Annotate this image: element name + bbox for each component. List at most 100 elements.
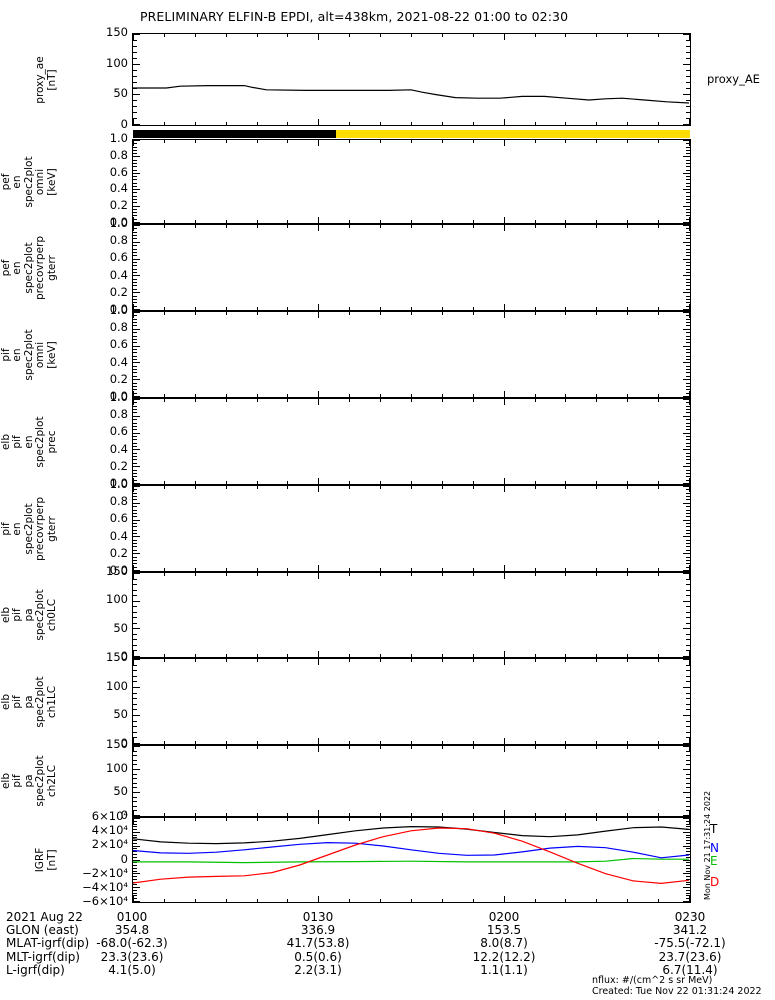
panel-plotarea-igrf [133,818,690,902]
ytick-label: 0.6 [109,337,128,351]
panel-plotarea-elb-pif-pa-spec2plot-ch2lc [133,746,690,816]
axis-label-line: spec2plot [34,755,46,807]
ytick-label: 150 [106,737,128,751]
axis-label-line: precovrperp [34,235,46,300]
ytick-label: 0.8 [109,494,128,508]
bottom-col0-glon: 354.8 [114,923,150,938]
panel-elb-pef-en-spec2plot-precovrperp-gterr [132,224,691,311]
trace-D [133,827,690,885]
axis-label-line: spec2plot [22,328,35,381]
axis-label-line: spec2plot [22,502,35,555]
ytick-label: 100 [106,592,128,606]
panel-plotarea-elb-pef-en-spec2plot-omni [133,140,690,223]
axis-label-line: IGRF [34,847,46,873]
ytick-label: 150 [106,25,128,39]
bottom-col0-mlat: -68.0(-62.3) [96,936,168,951]
ytick-label: 100 [106,679,128,693]
ytick-label: 50 [113,621,128,635]
ytick-label: 0.2 [109,198,128,212]
axis-label-line: spec2plot [22,241,35,294]
ytick-label: 0 [120,808,128,822]
ytick-label: 0.2 [109,372,128,386]
bottom-row-label: MLAT-igrf(dip) [6,936,90,951]
footer-nflux: nflux: #/(cm^2 s sr MeV) [592,975,713,986]
axis-label-line: pa [22,694,35,709]
axis-label-line: [nT] [45,849,58,871]
footer-created: Created: Tue Nov 22 01:31:24 2022 [592,986,762,997]
panel-plotarea-elb-pif-pa-spec2plot-ch0lc [133,573,690,657]
axis-label-line: ch1LC [45,685,58,718]
igrf-legend-D: D [710,875,720,889]
bottom-col0-mlt: 23.3(23.6) [100,949,164,964]
axis-label-line: spec2plot [22,155,35,208]
panel-elb-pef-en-spec2plot-omni [132,139,691,224]
ytick-label: 0.0 [109,389,128,403]
axis-label-line: pif [11,434,23,449]
axis-label-line: precovrperp [34,496,46,561]
ytick-label: 0.0 [109,215,128,229]
ytick-label: −4×10⁴ [82,880,128,894]
panel-plotarea-proxy-ae [133,34,690,125]
ytick-label: 2×10⁴ [91,837,128,851]
bottom-row-label: MLT-igrf(dip) [6,949,80,964]
ytick-label: 0.4 [109,355,128,369]
axis-label-line: elb [0,433,12,450]
bottom-col1-mlt: 0.5(0.6) [294,949,342,964]
panel-plotarea-elb-pif-en-spec2plot-precovrperp-gterr [133,486,690,571]
bottom-col3-glon: 341.2 [672,923,708,938]
ytick-label: −2×10⁴ [82,866,128,880]
ytick-label: 0.4 [109,442,128,456]
proxy-ae-series-label: proxy_AE [707,71,760,86]
bottom-col2-mlt: 12.2(12.2) [472,949,536,964]
axis-label-line: gterr [45,515,58,542]
panel-elb-pif-pa-spec2plot-ch1lc [132,658,691,745]
ytick-label: 0.8 [109,320,128,334]
bottom-col2-time: 0200 [488,910,520,924]
axis-label-line: ch2LC [45,764,58,798]
ytick-label: 0.2 [109,285,128,299]
panel-plotarea-elb-pef-en-spec2plot-precovrperp-gterr [133,225,690,310]
axis-label-line: elb [0,693,12,710]
trace-E [133,857,689,864]
ytick-label: 0.8 [109,148,128,162]
axis-label-line: en [11,521,23,536]
vertical-timestamp: Mon Nov 21 17:31:24 2022 [703,790,712,900]
ytick-label: 0.4 [109,181,128,195]
ytick-label: 6×10⁴ [91,809,128,823]
axis-label-line: [nT] [45,68,58,91]
axis-label-line: pef [0,173,12,190]
ytick-label: 0.2 [109,546,128,560]
panel-elb-pif-en-spec2plot-precovrperp-gterr [132,485,691,572]
ytick-label: 0.0 [109,476,128,490]
bottom-col2-glon: 153.5 [486,923,522,938]
ytick-label: 0 [120,852,128,866]
igrf-legend-E: E [710,854,718,868]
ytick-label: 50 [113,86,128,100]
igrf-legend-T: T [710,822,718,836]
ytick-label: 1.0 [109,477,128,491]
axis-label-line: proxy_ae [34,55,46,104]
axis-label-line: en [11,260,23,275]
ytick-label: 150 [106,564,128,578]
bottom-row-label: L-igrf(dip) [6,962,65,977]
axis-label-line: pef [0,259,12,276]
ytick-label: 0.8 [109,233,128,247]
page-title: PRELIMINARY ELFIN-B EPDI, alt=438km, 202… [140,9,569,24]
trace-proxy_AE [133,85,690,104]
panel-plotarea-elb-pif-pa-spec2plot-ch1lc [133,659,690,744]
status-bar-segment-1 [336,130,690,138]
panel-igrf [132,817,691,903]
axis-label-line: [keV] [45,340,58,369]
axis-label-line: [keV] [45,167,58,196]
axis-label-line: pif [11,694,23,709]
bottom-row-label: 2021 Aug 22 [6,910,83,924]
ytick-label: 0 [120,649,128,663]
bottom-col0-lshell: 4.1(5.0) [108,962,156,977]
bottom-col2-lshell: 1.1(1.1) [480,962,528,977]
trace-T [133,825,690,845]
ytick-label: 1.0 [109,131,128,145]
axis-label-line: en [11,347,23,362]
panel-elb-pif-en-spec2plot-omni [132,311,691,398]
axis-label-line: spec2plot [34,675,46,728]
